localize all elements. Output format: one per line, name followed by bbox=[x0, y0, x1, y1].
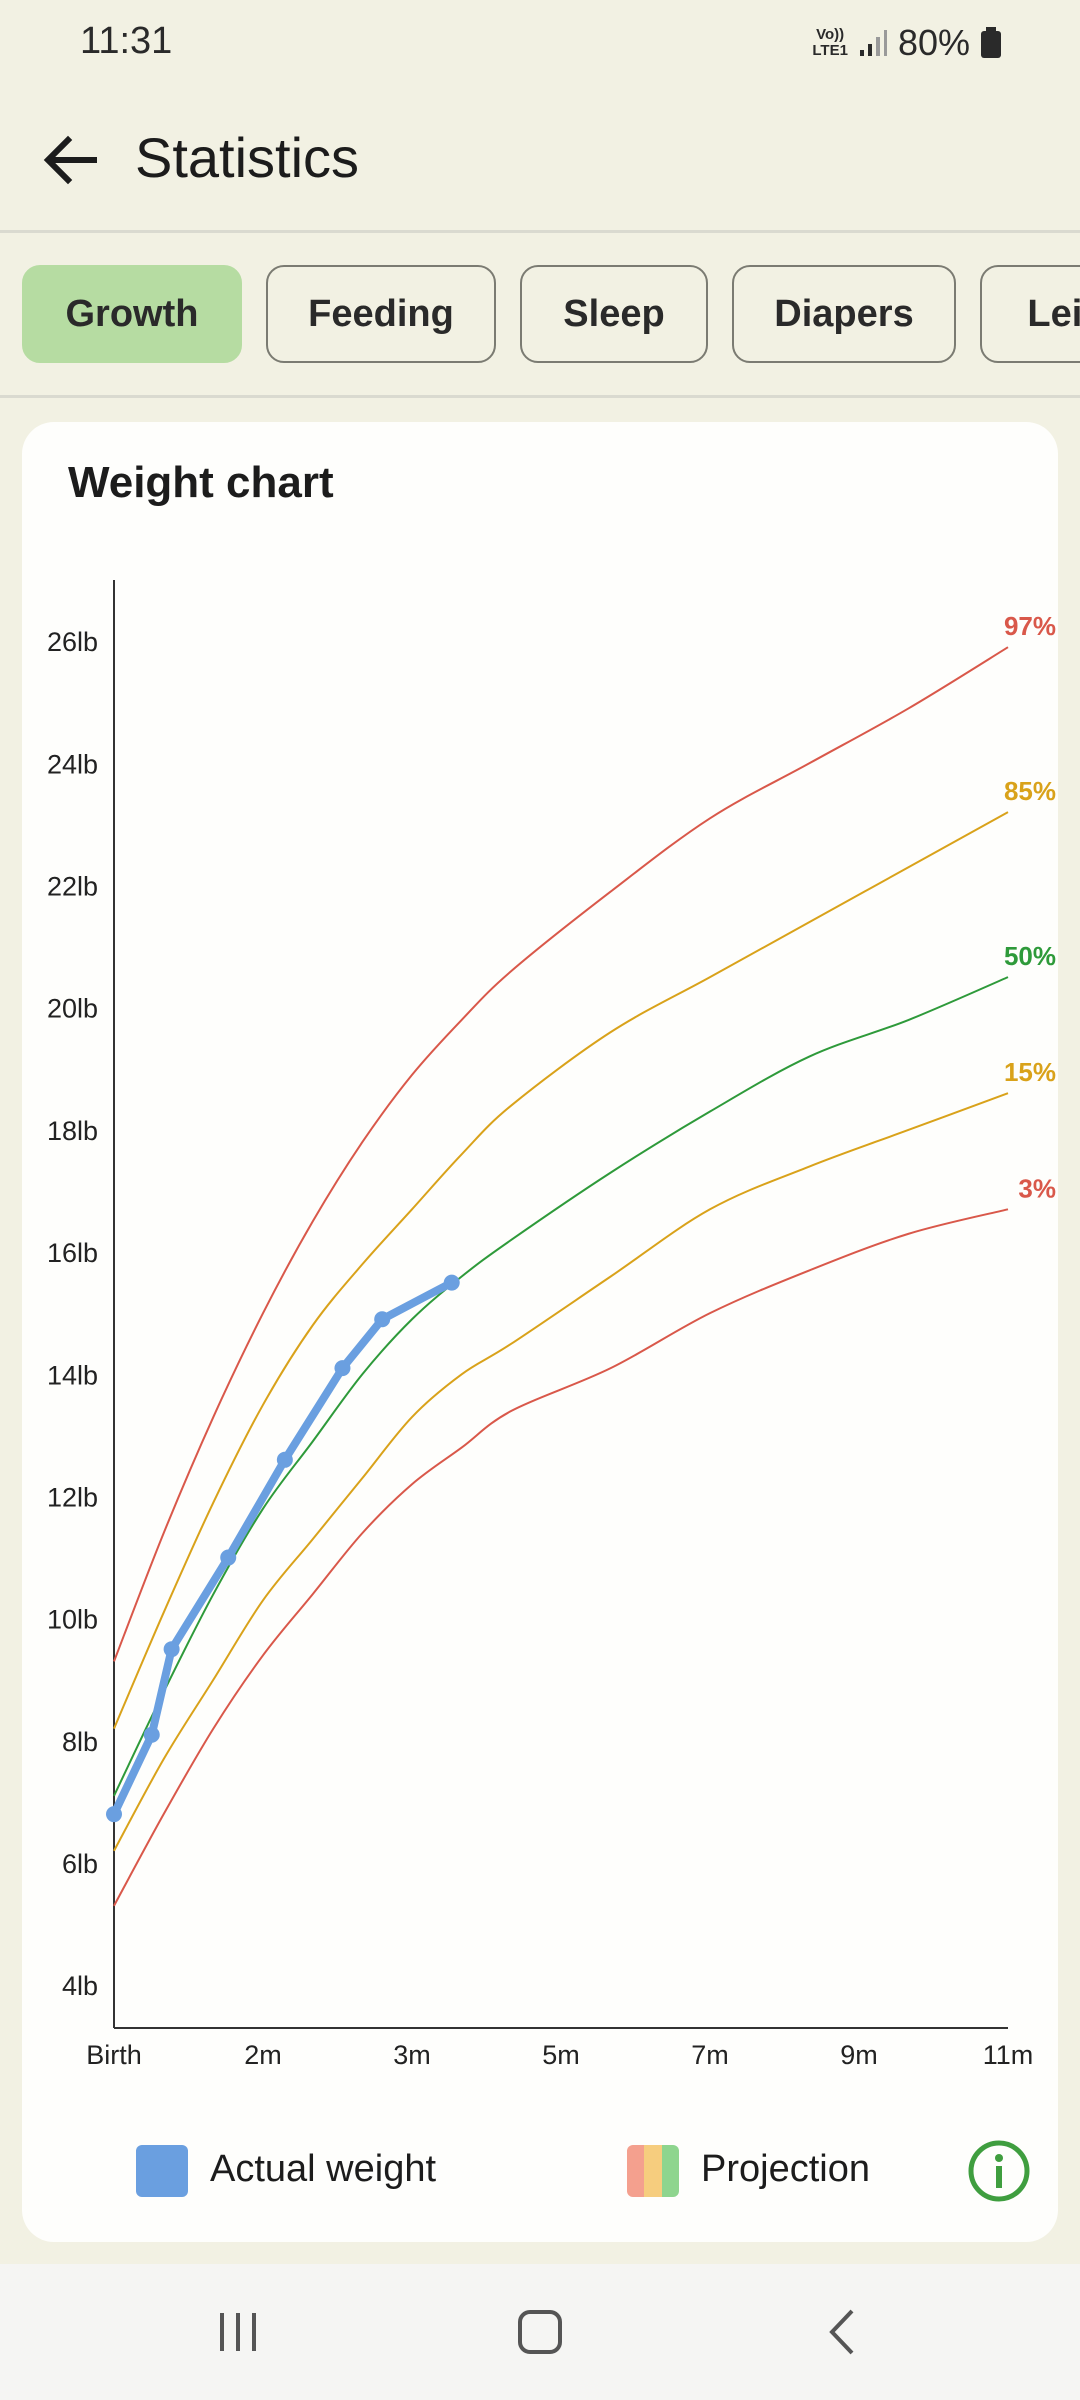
y-tick-label: 18lb bbox=[47, 1116, 98, 1146]
percentile-line-85 bbox=[113, 811, 1009, 1730]
system-nav-bar bbox=[0, 2264, 1080, 2400]
actual-weight-line bbox=[110, 1278, 456, 1819]
weight-chart-card: Weight chart 4lb 6lb 8lb 10lb 12lb 14lb 16lb 18… bbox=[22, 422, 1058, 2242]
tabs-divider bbox=[0, 395, 1080, 398]
x-tick-label: 2m bbox=[244, 2040, 282, 2070]
chart-title: Weight chart bbox=[68, 458, 334, 507]
percentile-line-15 bbox=[113, 1092, 1009, 1852]
tab-diapers[interactable]: Diapers bbox=[732, 265, 956, 363]
network-label-bottom: LTE1 bbox=[812, 42, 848, 59]
arrow-left-icon bbox=[43, 135, 97, 185]
actual-weight-point bbox=[106, 1806, 122, 1823]
actual-weight-point bbox=[276, 1451, 293, 1468]
y-tick-label: 24lb bbox=[47, 749, 98, 779]
tab-label: Feeding bbox=[308, 292, 454, 335]
actual-weight-point bbox=[163, 1641, 180, 1658]
category-tabs: Growth Feeding Sleep Diapers Leisure bbox=[22, 265, 1080, 365]
recents-button[interactable] bbox=[193, 2292, 283, 2372]
actual-weight-point bbox=[220, 1549, 237, 1566]
y-tick-label: 16lb bbox=[47, 1238, 98, 1268]
percentile-label: 3% bbox=[1018, 1173, 1056, 1203]
recents-icon bbox=[220, 2313, 256, 2351]
y-tick-label: 6lb bbox=[62, 1849, 98, 1879]
tab-label: Sleep bbox=[563, 292, 665, 335]
y-tick-label: 10lb bbox=[47, 1605, 98, 1635]
tab-label: Leisure bbox=[1027, 292, 1080, 335]
y-tick-label: 22lb bbox=[47, 871, 98, 901]
percentile-label: 85% bbox=[1004, 776, 1056, 806]
status-bar: 11:31 Vo)) LTE1 80% bbox=[0, 0, 1080, 90]
x-tick-label: 5m bbox=[542, 2040, 580, 2070]
y-tick-label: 14lb bbox=[47, 1360, 98, 1390]
projection-swatch-green bbox=[661, 2145, 679, 2197]
battery-percentage: 80% bbox=[897, 22, 970, 63]
percentile-label: 15% bbox=[1004, 1057, 1056, 1087]
x-tick-label: 11m bbox=[983, 2040, 1034, 2070]
percentile-label: 50% bbox=[1004, 941, 1056, 971]
actual-weight-point bbox=[443, 1274, 460, 1291]
network-indicator: Vo)) LTE1 bbox=[812, 27, 848, 59]
x-tick-label: 7m bbox=[691, 2040, 729, 2070]
legend-label-actual: Actual weight bbox=[210, 2148, 437, 2190]
legend-swatch-actual bbox=[136, 2145, 188, 2197]
info-icon[interactable] bbox=[968, 2140, 1030, 2202]
y-tick-label: 20lb bbox=[47, 994, 98, 1024]
battery-icon bbox=[981, 27, 1001, 58]
signal-icon bbox=[859, 30, 887, 56]
x-tick-label: Birth bbox=[86, 2040, 142, 2070]
tab-feeding[interactable]: Feeding bbox=[266, 265, 496, 363]
percentile-line-50 bbox=[113, 976, 1009, 1797]
legend-swatch-projection bbox=[627, 2145, 679, 2197]
chevron-left-icon bbox=[829, 2309, 854, 2355]
home-button[interactable] bbox=[495, 2292, 585, 2372]
weight-chart: 4lb 6lb 8lb 10lb 12lb 14lb 16lb 18lb 20lb 22lb 24l… bbox=[47, 580, 1056, 2070]
actual-weight-point bbox=[143, 1726, 160, 1743]
home-icon bbox=[518, 2310, 562, 2354]
status-time: 11:31 bbox=[80, 20, 173, 62]
x-tick-label: 9m bbox=[840, 2040, 878, 2070]
page-title: Statistics bbox=[135, 126, 360, 189]
y-tick-label: 4lb bbox=[62, 1971, 98, 2001]
back-button[interactable] bbox=[30, 120, 110, 200]
percentile-line-97 bbox=[113, 646, 1009, 1662]
app-bar: Statistics bbox=[0, 90, 1080, 230]
header-divider bbox=[0, 230, 1080, 233]
y-tick-label: 8lb bbox=[62, 1727, 98, 1757]
actual-weight-point bbox=[334, 1360, 351, 1377]
tab-leisure[interactable]: Leisure bbox=[980, 265, 1080, 363]
percentile-line-3 bbox=[113, 1208, 1009, 1907]
tab-growth[interactable]: Growth bbox=[22, 265, 242, 363]
projection-swatch-yellow bbox=[644, 2145, 662, 2197]
actual-weight-point bbox=[374, 1311, 391, 1328]
y-tick-label: 26lb bbox=[47, 627, 98, 657]
network-label-top: Vo)) bbox=[816, 26, 845, 43]
percentile-label: 97% bbox=[1004, 611, 1056, 641]
nav-back-button[interactable] bbox=[798, 2292, 888, 2372]
y-tick-label: 12lb bbox=[47, 1482, 98, 1512]
status-icons: Vo)) LTE1 80% bbox=[812, 22, 1002, 64]
x-tick-label: 3m bbox=[393, 2040, 431, 2070]
tab-label: Growth bbox=[65, 292, 199, 335]
projection-swatch-red bbox=[627, 2145, 645, 2197]
tab-sleep[interactable]: Sleep bbox=[520, 265, 708, 363]
legend-label-projection: Projection bbox=[701, 2148, 870, 2190]
tab-label: Diapers bbox=[774, 292, 914, 335]
